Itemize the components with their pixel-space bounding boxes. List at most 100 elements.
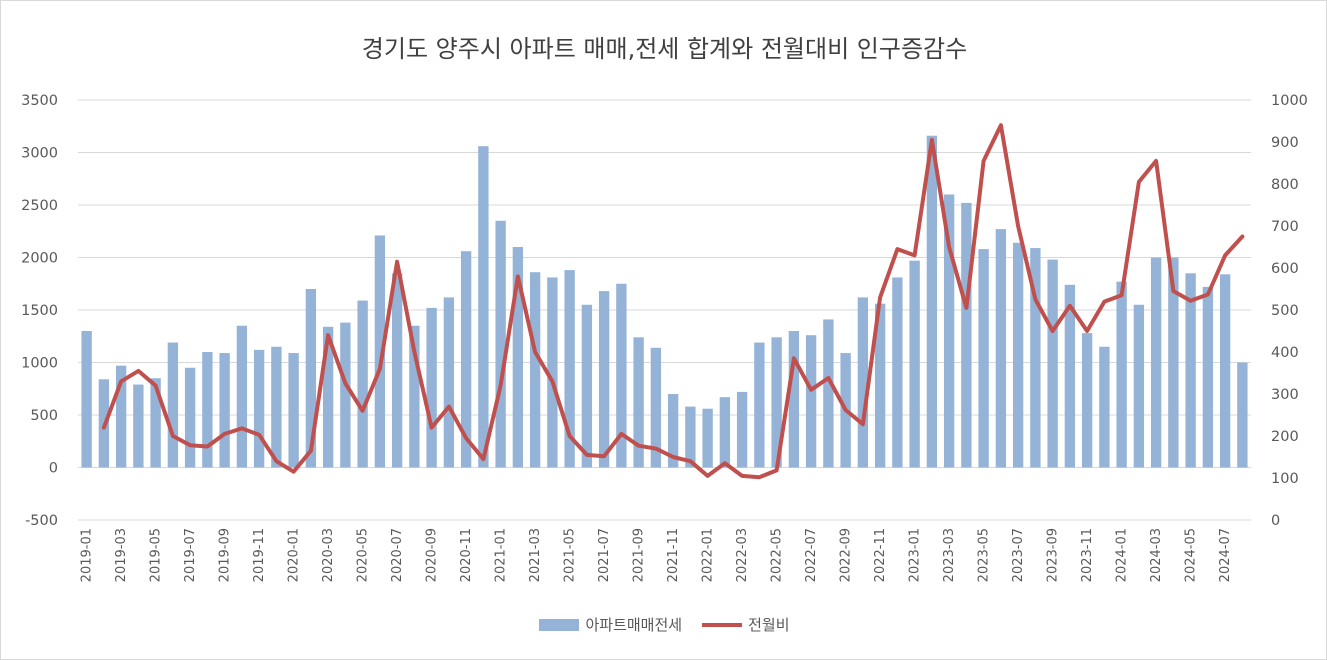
bar [443,297,455,468]
legend-bar-label: 아파트매매전세 [585,616,683,634]
x-tick-label: 2022-01 [701,528,716,582]
bar [823,319,834,468]
bar [650,347,662,468]
x-tick-label: 2023-09 [1046,528,1061,582]
bar [271,346,282,468]
x-tick-label: 2023-03 [942,528,957,582]
bar [581,304,593,468]
bar [340,322,351,468]
x-tick-label: 2020-07 [390,528,405,582]
bar [857,297,869,468]
bar [547,277,558,468]
bar [322,326,334,468]
x-tick-label: 2023-07 [1011,528,1026,582]
x-tick-label: 2019-11 [252,528,267,582]
bar [874,303,886,468]
y-left-tick-label: 1000 [21,356,58,372]
bar [288,353,299,468]
x-tick-label: 2022-05 [770,528,785,582]
x-tick-label: 2021-11 [666,528,681,582]
x-tick-label: 2020-11 [459,528,474,582]
bar [512,247,524,468]
y-right-tick-label: 700 [1271,219,1299,235]
y-right-tick-label: 500 [1271,303,1299,319]
x-tick-label: 2024-01 [1115,528,1130,582]
x-tick-label: 2024-03 [1149,528,1164,582]
bar [133,384,144,468]
x-tick-label: 2023-05 [977,528,992,582]
bar [1168,257,1179,468]
bar [495,220,506,468]
bar [115,365,127,468]
y-left-tick-label: 3500 [21,93,58,109]
bar [978,249,989,468]
y-left-tick-label: 0 [49,461,58,477]
bar [1116,281,1127,468]
bar [926,135,938,468]
bar [391,273,403,468]
x-tick-label: 2024-07 [1218,528,1233,582]
bar [253,349,265,468]
bar [788,331,800,468]
y-right-tick-label: 600 [1271,261,1299,277]
bar [460,251,472,468]
x-tick-label: 2022-03 [735,528,750,582]
y-right-tick-label: 300 [1271,387,1299,403]
legend: 아파트매매전세 전월비 [1,614,1327,635]
legend-item-line: 전월비 [702,614,790,635]
x-tick-label: 2021-05 [563,528,578,582]
bar [1150,257,1162,468]
bar [1099,346,1110,468]
bar [805,335,817,468]
bar [184,367,196,468]
x-tick-label: 2021-07 [597,528,612,582]
bar [771,337,782,468]
bar [961,202,972,468]
legend-item-bar: 아파트매매전세 [539,614,682,635]
bar [478,146,489,468]
y-right-tick-label: 0 [1271,513,1280,529]
x-tick-label: 2022-09 [839,528,854,582]
bar [236,325,248,468]
x-tick-label: 2021-09 [632,528,647,582]
bar [1237,362,1248,468]
bar [219,353,230,468]
y-right-tick-label: 800 [1271,177,1299,193]
bar [685,406,696,468]
x-tick-label: 2019-07 [183,528,198,582]
bar [1047,259,1058,468]
y-right-tick-label: 900 [1271,135,1299,151]
bar [1081,333,1093,468]
chart-title: 경기도 양주시 아파트 매매,전세 합계와 전월대비 인구증감수 [361,35,968,63]
bar [426,307,437,468]
bar [1185,273,1196,468]
bar [1030,248,1041,468]
bar [719,397,731,468]
bar [409,325,420,468]
x-tick-label: 2023-11 [1080,528,1095,582]
bar [667,394,679,468]
bar [754,342,765,468]
bar [995,229,1007,468]
x-tick-label: 2019-03 [114,528,129,582]
bar [736,391,748,468]
legend-line-label: 전월비 [748,616,790,634]
x-tick-label: 2021-01 [494,528,509,582]
x-tick-label: 2020-09 [425,528,440,582]
legend-line-swatch [702,622,743,627]
bar [150,378,161,468]
x-tick-label: 2022-07 [804,528,819,582]
bar [374,235,386,468]
bar [1012,242,1024,468]
x-tick-label: 2020-03 [321,528,336,582]
x-tick-label: 2019-09 [218,528,233,582]
x-tick-label: 2019-05 [149,528,164,582]
y-right-tick-label: 1000 [1271,93,1308,109]
x-tick-label: 2021-03 [528,528,543,582]
bar [167,342,179,468]
bar [702,408,713,468]
x-tick-label: 2020-05 [356,528,371,582]
bar [1133,304,1145,468]
bar [564,270,575,468]
